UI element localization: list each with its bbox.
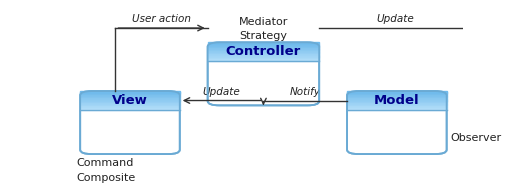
Bar [208, 45, 319, 47]
FancyBboxPatch shape [347, 91, 447, 154]
Bar [80, 92, 180, 94]
Bar [208, 50, 319, 52]
Bar [208, 52, 319, 53]
Text: Strategy: Strategy [240, 31, 287, 41]
Bar [80, 99, 180, 100]
Text: Update: Update [203, 87, 241, 97]
Bar [208, 55, 319, 57]
Text: View: View [112, 94, 148, 107]
Bar [208, 44, 319, 46]
Bar [208, 49, 319, 50]
Text: Command: Command [76, 158, 134, 168]
Bar [347, 92, 447, 94]
Bar [347, 99, 447, 100]
Text: User action: User action [132, 15, 191, 25]
Bar [347, 108, 447, 110]
Text: Observer: Observer [451, 133, 502, 143]
Bar [80, 91, 180, 93]
Bar [347, 94, 447, 96]
Bar [347, 91, 447, 93]
Bar [208, 60, 319, 61]
Text: Controller: Controller [226, 45, 301, 58]
Bar [208, 58, 319, 60]
Bar [80, 97, 180, 99]
Bar [347, 97, 447, 99]
Bar [347, 102, 447, 104]
Text: Model: Model [374, 94, 420, 107]
Bar [208, 42, 319, 44]
Text: Mediator: Mediator [238, 17, 288, 27]
Text: Composite: Composite [76, 173, 136, 183]
Bar [80, 96, 180, 97]
Bar [80, 94, 180, 96]
Bar [208, 56, 319, 58]
FancyBboxPatch shape [80, 91, 180, 154]
Bar [347, 96, 447, 97]
Bar [80, 100, 180, 102]
Bar [347, 100, 447, 102]
Bar [80, 104, 180, 105]
Bar [347, 104, 447, 105]
FancyBboxPatch shape [208, 42, 319, 105]
Bar [80, 108, 180, 110]
Bar [80, 102, 180, 104]
Text: Update: Update [376, 15, 414, 25]
Bar [208, 53, 319, 55]
Text: Notify: Notify [290, 87, 321, 97]
Bar [80, 105, 180, 107]
Bar [347, 105, 447, 107]
Bar [347, 107, 447, 108]
Bar [208, 47, 319, 49]
Bar [80, 107, 180, 108]
